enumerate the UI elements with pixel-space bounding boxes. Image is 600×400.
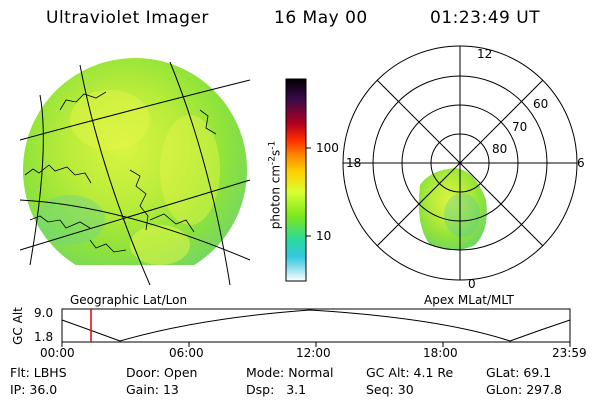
altitude-ytick-high: 9.0 <box>34 306 54 320</box>
info-mode: Mode: Normal <box>246 365 334 380</box>
colorbar-tick-100: 100 <box>316 141 339 155</box>
lat-label-60: 60 <box>533 97 549 111</box>
altitude-xtick-1800: 18:00 <box>423 346 458 360</box>
altitude-ytick-low: 1.8 <box>34 330 54 344</box>
info-dsp: Dsp: 3.1 <box>246 382 307 397</box>
lat-label-70: 70 <box>512 120 528 134</box>
info-glon: GLon: 297.8 <box>486 382 562 397</box>
polar-panel-label: Apex MLat/MLT <box>424 293 514 307</box>
altitude-xtick-0000: 00:00 <box>40 346 75 360</box>
geographic-panel-label: Geographic Lat/Lon <box>70 293 188 307</box>
altitude-xtick-0600: 06:00 <box>169 346 204 360</box>
info-glat: GLat: 69.1 <box>486 365 552 380</box>
info-gain: Gain: 13 <box>126 382 179 397</box>
colorbar-unit-label: photon cm-2s-1 <box>267 140 283 230</box>
mlt-label-0: 0 <box>468 277 476 291</box>
info-gc-alt: GC Alt: 4.1 Re <box>366 365 454 380</box>
date-label: 16 May 00 <box>274 8 368 28</box>
altitude-xtick-2359: 23:59 <box>552 346 587 360</box>
altitude-plot <box>61 308 571 347</box>
polar-plot <box>342 45 578 281</box>
info-ip: IP: 36.0 <box>10 382 58 397</box>
altitude-ylabel: GC Alt <box>11 307 25 345</box>
lat-label-80: 80 <box>492 142 508 156</box>
info-seq: Seq: 30 <box>366 382 414 397</box>
mlt-label-12: 12 <box>477 47 493 61</box>
colorbar <box>285 78 311 282</box>
geographic-image <box>10 58 270 286</box>
time-label: 01:23:49 UT <box>430 8 541 28</box>
mlt-label-6: 6 <box>577 156 585 170</box>
mlt-label-18: 18 <box>346 156 362 170</box>
info-door: Door: Open <box>126 365 198 380</box>
app-title: Ultraviolet Imager <box>46 8 209 28</box>
info-filter: Flt: LBHS <box>10 365 67 380</box>
altitude-xtick-1200: 12:00 <box>296 346 331 360</box>
colorbar-tick-10: 10 <box>316 229 332 243</box>
